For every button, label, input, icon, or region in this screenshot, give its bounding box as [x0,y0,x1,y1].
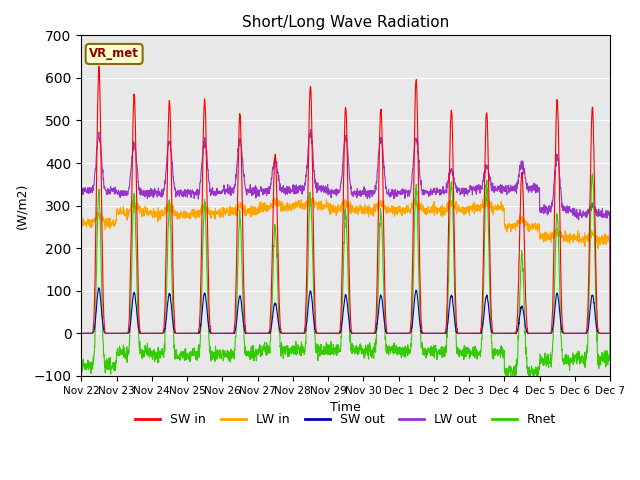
SW out [559,330,567,336]
SW in [361,330,369,336]
LW in [306,192,314,198]
Rnet [361,355,369,361]
LW in [499,204,507,210]
Y-axis label: (W/m2): (W/m2) [15,182,28,229]
Rnet [559,357,567,362]
LW out [559,206,567,212]
LW in [559,233,567,239]
SW out [372,327,380,333]
SW in [95,63,103,69]
Rnet [589,171,596,177]
Rnet [77,365,85,371]
LW in [361,202,369,207]
X-axis label: Time: Time [330,401,361,414]
SW in [77,330,85,336]
SW in [559,330,567,336]
SW out [361,330,369,336]
LW out [77,187,85,192]
SW out [574,330,582,336]
LW out [574,210,582,216]
Rnet [507,376,515,382]
LW in [574,235,582,241]
SW in [225,330,233,336]
LW out [606,330,614,336]
SW in [606,330,614,336]
LW in [225,211,232,217]
SW out [95,285,102,290]
SW out [499,330,507,336]
SW out [225,330,233,336]
Rnet [574,356,582,361]
LW out [372,179,380,184]
LW out [307,127,315,132]
Rnet [372,341,380,347]
Line: SW in: SW in [81,66,610,333]
Line: SW out: SW out [81,288,610,333]
Rnet [225,356,232,361]
LW in [77,221,85,227]
LW out [225,186,232,192]
LW in [606,330,614,336]
SW in [372,307,380,313]
Legend: SW in, LW in, SW out, LW out, Rnet: SW in, LW in, SW out, LW out, Rnet [130,408,561,431]
Title: Short/Long Wave Radiation: Short/Long Wave Radiation [242,15,449,30]
Text: VR_met: VR_met [89,48,139,60]
Line: LW in: LW in [81,195,610,333]
SW out [77,330,85,336]
LW out [361,186,369,192]
Rnet [499,348,507,354]
SW out [606,330,614,336]
SW in [499,330,507,336]
Line: LW out: LW out [81,130,610,333]
LW out [499,184,507,190]
Line: Rnet: Rnet [81,174,610,379]
SW in [574,330,582,336]
LW in [372,204,380,210]
Rnet [606,330,614,336]
